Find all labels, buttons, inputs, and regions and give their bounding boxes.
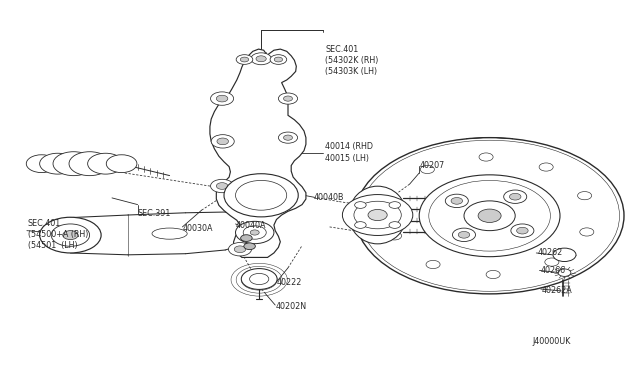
Circle shape (368, 209, 387, 221)
Circle shape (354, 201, 401, 229)
Circle shape (284, 135, 292, 140)
Circle shape (486, 270, 500, 279)
Text: SEC.401
(54302K (RH)
(54303K (LH): SEC.401 (54302K (RH) (54303K (LH) (325, 45, 378, 76)
Circle shape (355, 202, 366, 208)
Circle shape (509, 193, 521, 200)
Circle shape (211, 92, 234, 105)
Circle shape (539, 163, 553, 171)
Circle shape (516, 227, 528, 234)
Text: 40030A: 40030A (182, 224, 213, 233)
Circle shape (458, 231, 470, 238)
Circle shape (464, 201, 515, 231)
Circle shape (342, 195, 413, 235)
Circle shape (558, 269, 571, 276)
Circle shape (234, 246, 246, 253)
Circle shape (511, 224, 534, 237)
Text: 40202N: 40202N (275, 302, 307, 311)
Circle shape (420, 165, 435, 173)
Text: SEC.391: SEC.391 (138, 209, 171, 218)
Circle shape (278, 132, 298, 143)
Circle shape (63, 231, 78, 240)
Ellipse shape (349, 186, 406, 244)
Circle shape (217, 138, 228, 145)
Circle shape (241, 235, 252, 241)
Circle shape (228, 243, 252, 256)
Text: J40000UK: J40000UK (532, 337, 571, 346)
Text: 40207: 40207 (419, 161, 444, 170)
Circle shape (243, 226, 266, 239)
Circle shape (504, 190, 527, 203)
Circle shape (577, 192, 591, 200)
Circle shape (88, 153, 124, 174)
Circle shape (278, 93, 298, 104)
Text: 40040A: 40040A (236, 221, 266, 230)
Circle shape (241, 269, 277, 289)
Circle shape (452, 228, 476, 241)
Circle shape (40, 153, 76, 174)
Circle shape (236, 55, 253, 64)
Circle shape (445, 194, 468, 208)
Circle shape (241, 57, 249, 62)
Circle shape (545, 258, 559, 266)
Text: SEC.401
(54500+A (RH)
(54501  (LH): SEC.401 (54500+A (RH) (54501 (LH) (28, 219, 88, 250)
Circle shape (69, 152, 110, 176)
Circle shape (26, 155, 57, 173)
Circle shape (51, 224, 90, 246)
Circle shape (553, 248, 576, 262)
Circle shape (106, 155, 137, 173)
Circle shape (224, 174, 298, 217)
Text: 40014 (RHD
40015 (LH): 40014 (RHD 40015 (LH) (325, 142, 373, 163)
Circle shape (236, 221, 274, 244)
Polygon shape (210, 49, 306, 257)
Circle shape (216, 95, 228, 102)
Text: 40266: 40266 (541, 266, 566, 275)
Circle shape (274, 57, 283, 62)
Circle shape (251, 53, 271, 65)
Circle shape (355, 138, 624, 294)
Circle shape (385, 195, 399, 203)
Circle shape (211, 179, 234, 193)
Circle shape (284, 96, 292, 101)
Circle shape (256, 56, 266, 62)
Circle shape (426, 260, 440, 269)
Circle shape (250, 273, 269, 285)
Circle shape (216, 183, 228, 189)
Circle shape (53, 152, 94, 176)
Circle shape (211, 135, 234, 148)
Circle shape (478, 209, 501, 222)
Circle shape (236, 180, 287, 210)
Circle shape (270, 55, 287, 64)
Text: 40040B: 40040B (314, 193, 344, 202)
Circle shape (479, 153, 493, 161)
Text: 40262: 40262 (538, 248, 563, 257)
Circle shape (388, 232, 402, 240)
Circle shape (250, 230, 259, 235)
Circle shape (389, 202, 401, 208)
Circle shape (244, 243, 255, 250)
Circle shape (451, 198, 463, 204)
Text: 40222: 40222 (276, 278, 302, 287)
Ellipse shape (152, 228, 188, 239)
Circle shape (580, 228, 594, 236)
Circle shape (355, 222, 366, 228)
Text: 40262A: 40262A (542, 286, 573, 295)
Circle shape (40, 217, 101, 253)
Circle shape (389, 222, 401, 228)
Circle shape (419, 175, 560, 257)
